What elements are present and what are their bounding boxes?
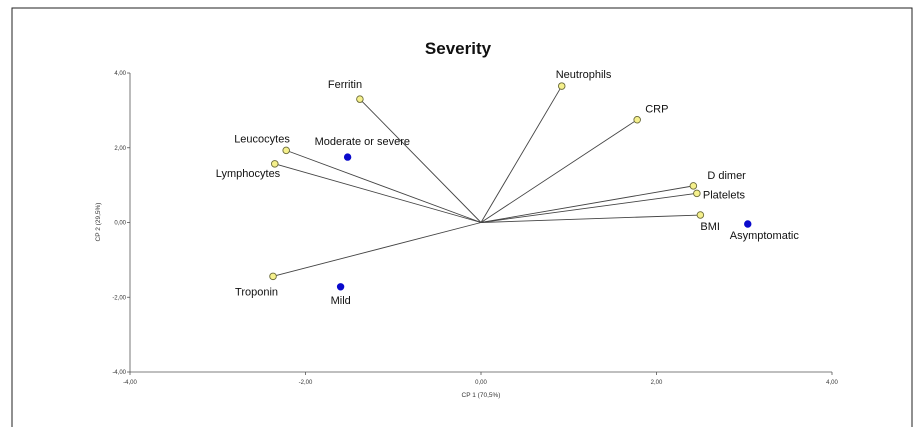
group-label: Moderate or severe — [315, 136, 410, 148]
x-tick-label: 0,00 — [475, 380, 487, 386]
vector-line-platelets — [480, 192, 697, 223]
variable-point-crp — [633, 115, 641, 124]
y-axis-label: CP 2 (29,5%) — [95, 203, 102, 242]
variable-label: BMI — [700, 221, 720, 233]
variable-label: Platelets — [703, 189, 746, 201]
variable-point-platelets — [693, 189, 701, 198]
y-tick-label: 2,00 — [114, 146, 126, 152]
vector-line-leucocytes — [286, 149, 482, 223]
x-tick-label: 4,00 — [826, 380, 838, 386]
variable-point-d-dimer — [689, 182, 698, 190]
variable-point-lymphocytes — [271, 160, 279, 168]
vector-line-troponin — [272, 222, 482, 277]
variable-vectors: Ferritin Neutrophils CRP Leucocytes Lymphocy… — [216, 69, 746, 298]
y-tick-label: -4,00 — [112, 370, 126, 376]
vector-line-neutrophils — [480, 85, 563, 223]
y-tick-label: -2,00 — [112, 295, 126, 301]
x-axis-label: CP 1 (70,5%) — [462, 392, 501, 399]
variable-point-neutrophils — [557, 82, 566, 90]
variable-label: Leucocytes — [234, 133, 290, 145]
variable-label: Troponin — [235, 286, 278, 298]
variable-label: Neutrophils — [556, 69, 612, 81]
variable-point-bmi — [696, 211, 705, 219]
vector-line-ferritin — [359, 98, 482, 223]
group-label: Mild — [331, 295, 351, 307]
y-tick-label: 0,00 — [114, 221, 126, 227]
vector-line-bmi — [480, 214, 701, 223]
chart-title: Severity — [425, 39, 492, 58]
group-point-mild — [336, 283, 345, 291]
x-tick-label: 2,00 — [651, 380, 663, 386]
variable-point-troponin — [269, 272, 277, 281]
group-point-moderate-or-severe — [343, 153, 352, 161]
x-tick-label: -2,00 — [299, 380, 313, 386]
outer-border — [11, 7, 913, 427]
y-axis-ticks: -4,00 -2,00 0,00 2,00 4,00 — [112, 71, 130, 376]
group-label: Asymptomatic — [730, 230, 800, 242]
variable-label: Ferritin — [328, 79, 362, 91]
group-points: Moderate or severe Mild Asymptomatic — [315, 136, 800, 307]
variable-label: D dimer — [707, 170, 746, 182]
vector-line-lymphocytes — [274, 163, 482, 223]
x-tick-label: -4,00 — [123, 380, 137, 386]
variable-label: CRP — [645, 104, 668, 116]
group-point-asymptomatic — [744, 220, 752, 228]
variable-point-ferritin — [356, 95, 364, 103]
y-tick-label: 4,00 — [114, 71, 126, 77]
variable-point-leucocytes — [282, 146, 290, 155]
variable-label: Lymphocytes — [216, 168, 281, 180]
vector-line-crp — [480, 119, 638, 223]
vector-line-d-dimer — [480, 185, 694, 223]
x-axis-ticks: -4,00 -2,00 0,00 2,00 4,00 — [123, 372, 838, 386]
